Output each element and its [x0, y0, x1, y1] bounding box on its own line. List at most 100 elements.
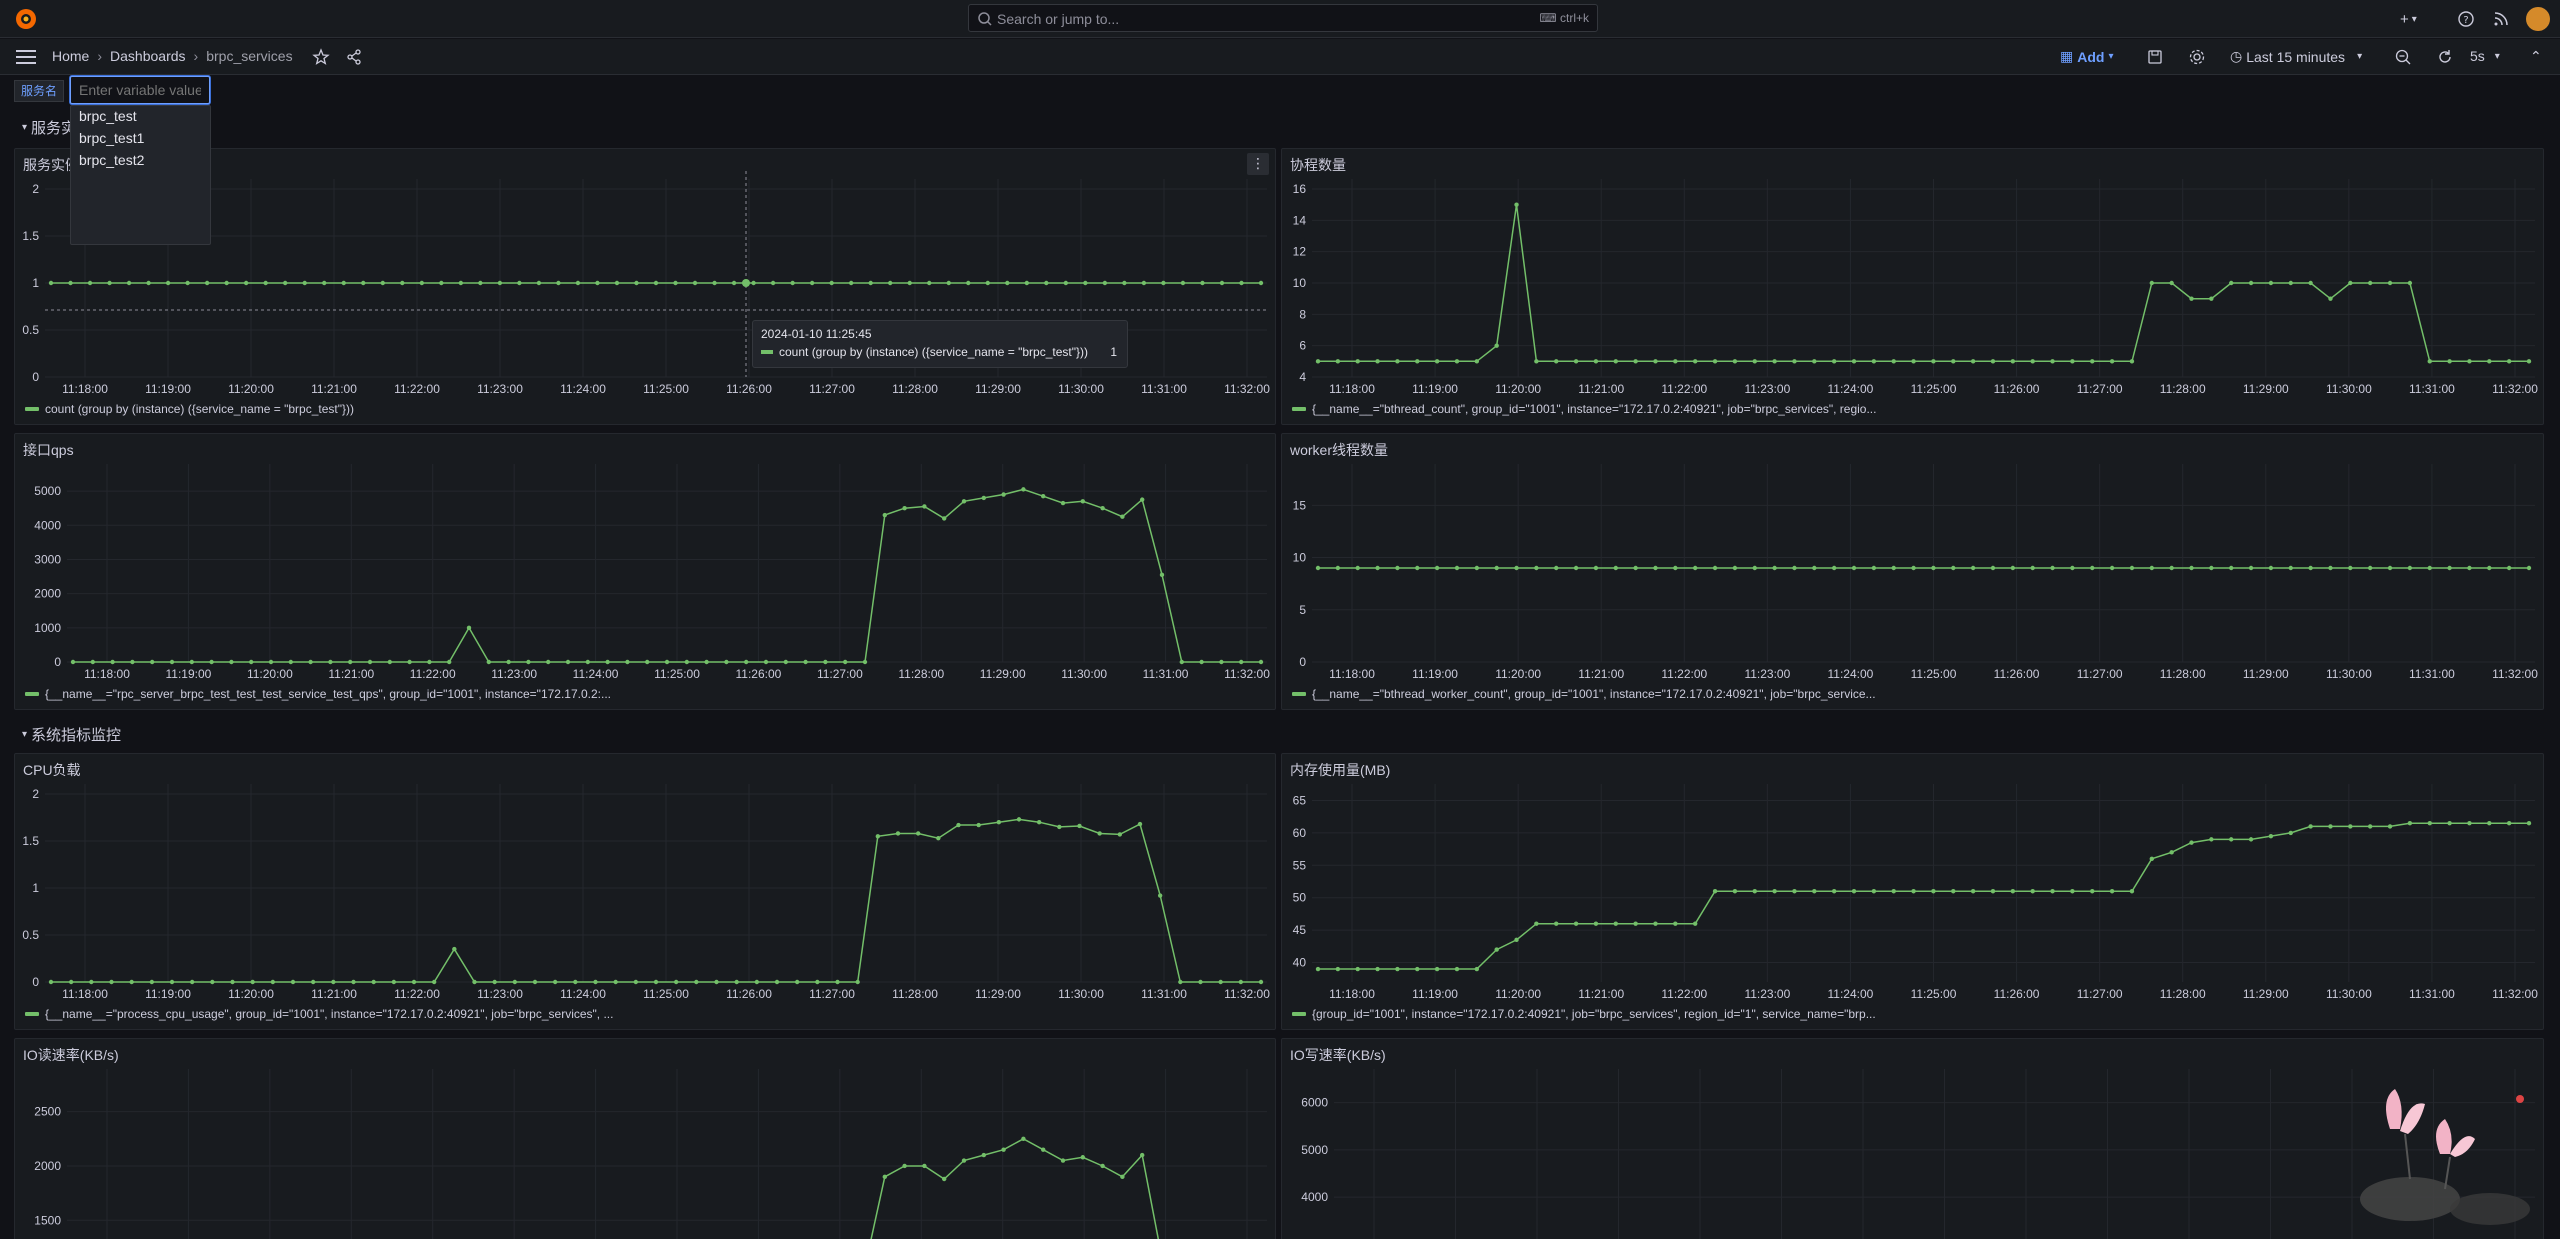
data-point[interactable]: [2427, 820, 2432, 826]
data-point[interactable]: [1573, 359, 1579, 364]
data-point[interactable]: [763, 659, 769, 665]
data-point[interactable]: [2308, 824, 2313, 829]
data-point[interactable]: [1161, 280, 1166, 286]
data-point[interactable]: [731, 280, 737, 286]
data-point[interactable]: [371, 979, 376, 985]
data-point[interactable]: [1792, 889, 1797, 894]
data-point[interactable]: [902, 505, 907, 511]
data-point[interactable]: [1474, 966, 1480, 972]
data-point[interactable]: [2090, 889, 2095, 894]
data-point[interactable]: [1593, 921, 1599, 926]
data-point[interactable]: [1024, 280, 1030, 286]
data-point[interactable]: [1157, 893, 1163, 898]
data-point[interactable]: [1970, 889, 1976, 894]
data-point[interactable]: [1315, 359, 1321, 364]
data-point[interactable]: [1001, 1147, 1006, 1152]
data-point[interactable]: [2387, 280, 2393, 286]
data-point[interactable]: [1831, 359, 1837, 364]
data-point[interactable]: [1692, 359, 1698, 364]
data-point[interactable]: [1315, 966, 1321, 972]
data-point[interactable]: [694, 979, 699, 985]
data-point[interactable]: [439, 280, 444, 286]
data-point[interactable]: [1911, 889, 1916, 894]
data-point[interactable]: [1395, 359, 1400, 364]
variable-option[interactable]: brpc_test: [79, 108, 137, 124]
data-point[interactable]: [1990, 889, 1996, 894]
data-point[interactable]: [2387, 824, 2393, 829]
data-point[interactable]: [633, 979, 639, 985]
data-point[interactable]: [1732, 565, 1738, 571]
panel-worker-count[interactable]: worker线程数量 {__name__="bthread_worker_cou…: [1281, 433, 2544, 710]
data-point[interactable]: [1772, 359, 1777, 364]
data-point[interactable]: [1951, 565, 1956, 571]
data-point[interactable]: [458, 280, 464, 286]
data-point[interactable]: [2467, 820, 2472, 826]
data-point[interactable]: [552, 979, 558, 985]
data-point[interactable]: [1673, 359, 1678, 364]
data-point[interactable]: [1891, 889, 1896, 894]
data-point[interactable]: [848, 280, 854, 286]
data-point[interactable]: [2506, 565, 2512, 571]
data-point[interactable]: [922, 504, 927, 509]
data-point[interactable]: [497, 280, 503, 286]
data-point[interactable]: [823, 659, 828, 665]
data-point[interactable]: [922, 1163, 927, 1169]
data-point[interactable]: [936, 835, 941, 841]
data-point[interactable]: [407, 659, 412, 665]
data-point[interactable]: [70, 659, 76, 665]
data-point[interactable]: [1593, 565, 1599, 571]
data-point[interactable]: [400, 280, 405, 286]
data-point[interactable]: [1970, 359, 1976, 364]
chart-svg[interactable]: 65 60 55 50 45 40 11:18:00 11:19:00 11:20:00 11:2…: [1282, 754, 2543, 1029]
data-point[interactable]: [87, 280, 93, 286]
data-point[interactable]: [367, 659, 373, 665]
data-point[interactable]: [1732, 889, 1738, 894]
data-point[interactable]: [2149, 280, 2155, 286]
data-point[interactable]: [2189, 565, 2194, 571]
data-point[interactable]: [2308, 280, 2313, 286]
data-point[interactable]: [189, 659, 194, 665]
data-point[interactable]: [907, 280, 912, 286]
data-point[interactable]: [673, 979, 679, 985]
data-point[interactable]: [790, 280, 795, 286]
data-point[interactable]: [169, 979, 175, 985]
chart-svg[interactable]: 2 1.5 1 0.5 0 11:18:00 11:19:00 11:20:00 11:21:0…: [15, 149, 1275, 424]
variable-option[interactable]: brpc_test2: [79, 152, 145, 168]
data-point[interactable]: [1474, 359, 1480, 364]
data-point[interactable]: [2367, 565, 2373, 571]
data-point[interactable]: [1474, 565, 1480, 571]
data-point[interactable]: [868, 280, 873, 286]
data-point[interactable]: [1931, 889, 1936, 894]
data-point[interactable]: [1097, 831, 1102, 836]
data-point[interactable]: [1120, 514, 1125, 519]
data-point[interactable]: [2487, 565, 2492, 571]
data-point[interactable]: [1752, 889, 1757, 894]
data-point[interactable]: [1673, 565, 1678, 571]
data-point[interactable]: [1891, 359, 1896, 364]
legend-item[interactable]: {group_id="1001", instance="172.17.0.2:4…: [1292, 1007, 1876, 1021]
data-point[interactable]: [1573, 921, 1579, 926]
data-point[interactable]: [486, 659, 491, 665]
data-point[interactable]: [427, 659, 432, 665]
data-point[interactable]: [532, 979, 538, 985]
data-point[interactable]: [1593, 359, 1599, 364]
panel-memory-usage[interactable]: 内存使用量(MB) {group_id="1001", instance="17…: [1281, 753, 2544, 1030]
settings-gear-icon[interactable]: [2188, 48, 2206, 66]
data-point[interactable]: [1454, 565, 1460, 571]
data-point[interactable]: [1990, 359, 1996, 364]
data-point[interactable]: [1198, 979, 1203, 985]
data-point[interactable]: [895, 831, 901, 836]
data-point[interactable]: [585, 659, 590, 665]
data-point[interactable]: [331, 979, 336, 985]
data-point[interactable]: [1573, 565, 1579, 571]
data-point[interactable]: [2149, 856, 2155, 862]
data-point[interactable]: [2010, 359, 2016, 364]
breadcrumb-dashboards[interactable]: Dashboards: [110, 48, 186, 64]
data-point[interactable]: [2030, 889, 2035, 894]
data-point[interactable]: [1831, 889, 1837, 894]
data-point[interactable]: [942, 1176, 947, 1182]
data-point[interactable]: [1851, 565, 1857, 571]
data-point[interactable]: [1335, 966, 1341, 972]
data-point[interactable]: [322, 280, 327, 286]
chart-svg[interactable]: 2500 2000 1500: [15, 1039, 1275, 1239]
